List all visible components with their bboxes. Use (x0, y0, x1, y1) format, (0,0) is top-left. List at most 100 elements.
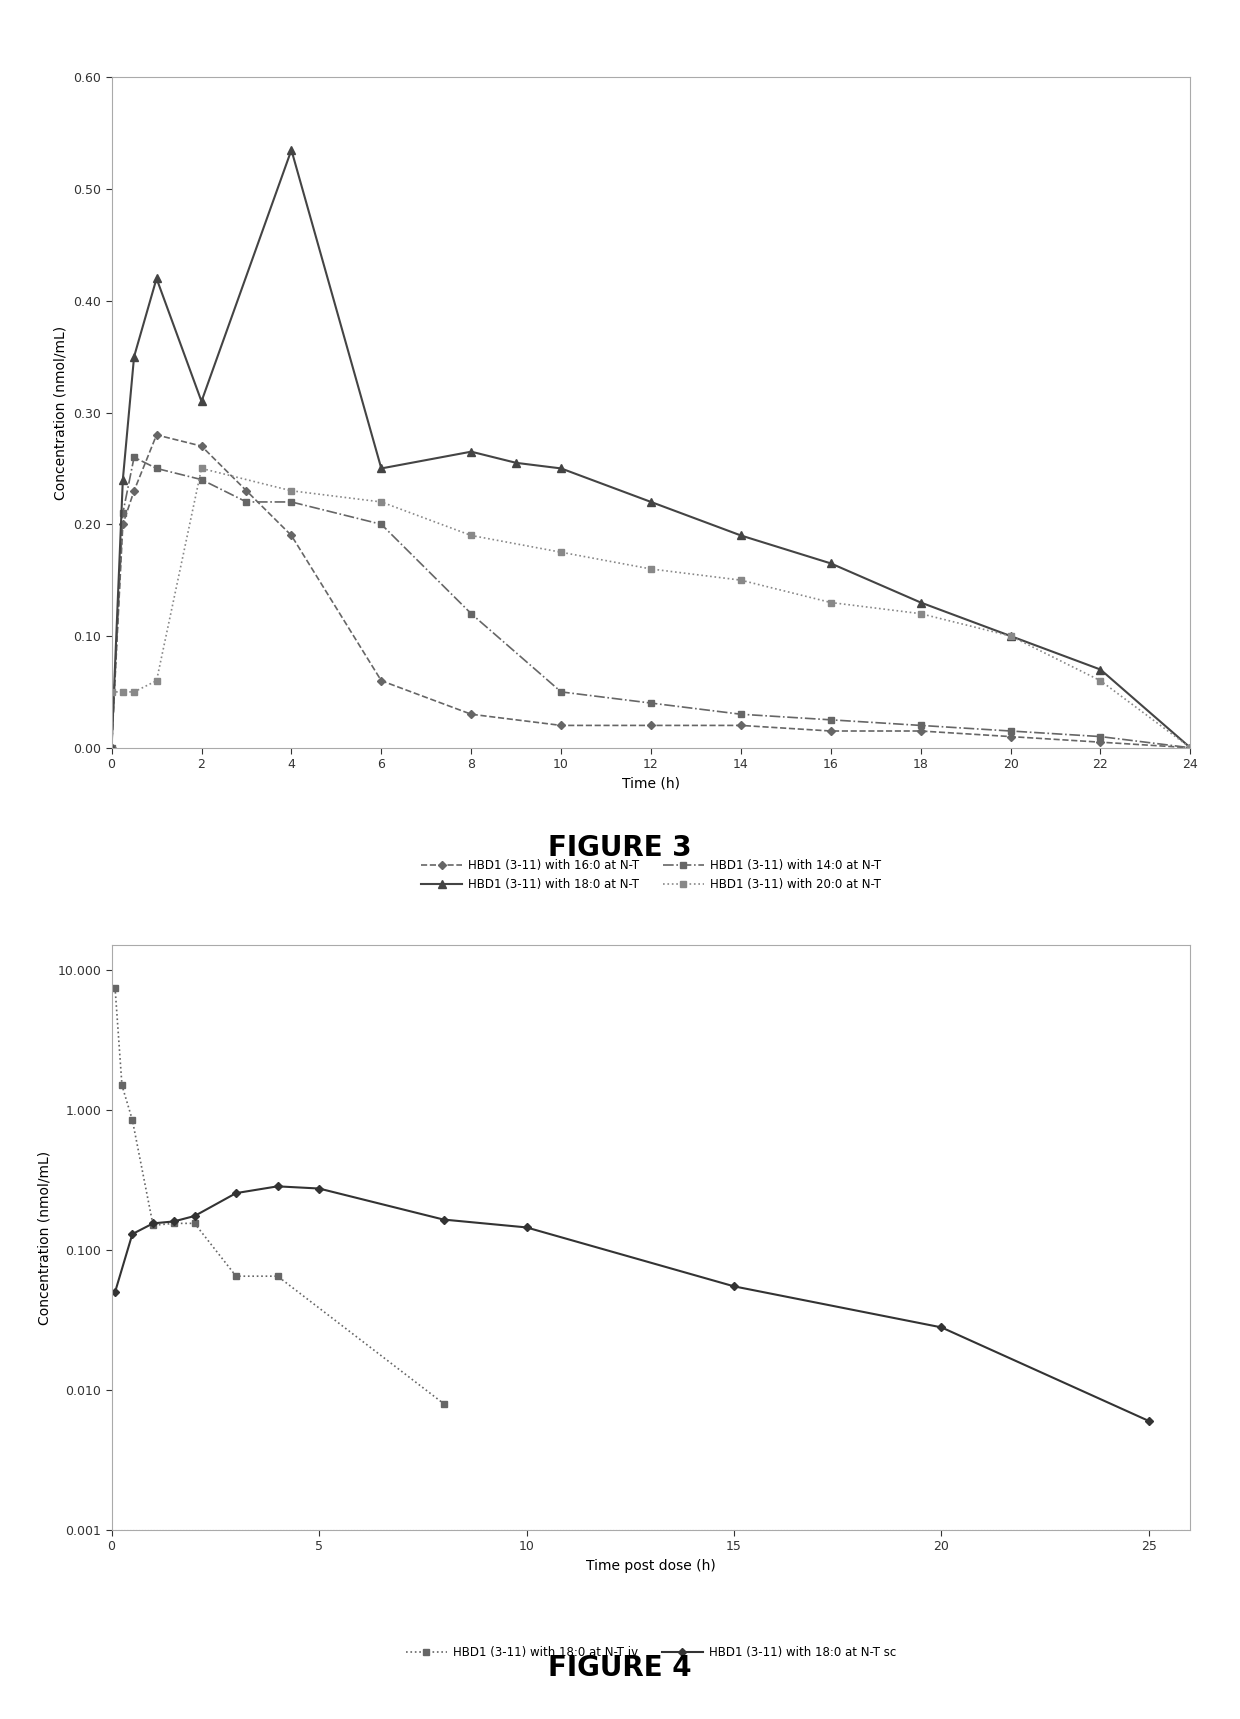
Text: FIGURE 3: FIGURE 3 (548, 834, 692, 861)
HBD1 (3-11) with 16:0 at N-T (553, 715, 568, 736)
HBD1 (3-11) with 18:0 at N-T (193, 390, 208, 411)
HBD1 (3-11) with 18:0 at N-T (553, 457, 568, 478)
HBD1 (3-11) with 18:0 at N-T sc (270, 1176, 285, 1196)
HBD1 (3-11) with 16:0 at N-T (149, 425, 164, 445)
HBD1 (3-11) with 14:0 at N-T (553, 682, 568, 703)
HBD1 (3-11) with 18:0 at N-T (373, 457, 388, 478)
Line: HBD1 (3-11) with 18:0 at N-T: HBD1 (3-11) with 18:0 at N-T (108, 146, 1194, 751)
HBD1 (3-11) with 18:0 at N-T iv (125, 1109, 140, 1129)
HBD1 (3-11) with 18:0 at N-T sc (1142, 1411, 1157, 1432)
HBD1 (3-11) with 20:0 at N-T (373, 492, 388, 512)
Line: HBD1 (3-11) with 18:0 at N-T sc: HBD1 (3-11) with 18:0 at N-T sc (113, 1184, 1152, 1423)
HBD1 (3-11) with 20:0 at N-T (1092, 670, 1107, 691)
HBD1 (3-11) with 18:0 at N-T sc (187, 1205, 202, 1226)
Text: FIGURE 4: FIGURE 4 (548, 1654, 692, 1681)
HBD1 (3-11) with 18:0 at N-T iv (108, 978, 123, 999)
HBD1 (3-11) with 20:0 at N-T (464, 526, 479, 547)
HBD1 (3-11) with 14:0 at N-T (239, 492, 254, 512)
HBD1 (3-11) with 18:0 at N-T (464, 442, 479, 462)
HBD1 (3-11) with 14:0 at N-T (823, 710, 838, 731)
HBD1 (3-11) with 16:0 at N-T (734, 715, 749, 736)
HBD1 (3-11) with 14:0 at N-T (149, 457, 164, 478)
HBD1 (3-11) with 18:0 at N-T iv (270, 1265, 285, 1286)
HBD1 (3-11) with 18:0 at N-T sc (436, 1208, 451, 1229)
HBD1 (3-11) with 18:0 at N-T iv (114, 1074, 129, 1095)
HBD1 (3-11) with 14:0 at N-T (115, 502, 130, 523)
HBD1 (3-11) with 20:0 at N-T (644, 559, 658, 579)
HBD1 (3-11) with 14:0 at N-T (1092, 725, 1107, 746)
HBD1 (3-11) with 20:0 at N-T (1183, 737, 1198, 758)
HBD1 (3-11) with 18:0 at N-T (734, 526, 749, 547)
HBD1 (3-11) with 20:0 at N-T (115, 682, 130, 703)
HBD1 (3-11) with 18:0 at N-T sc (125, 1224, 140, 1245)
Line: HBD1 (3-11) with 18:0 at N-T iv: HBD1 (3-11) with 18:0 at N-T iv (113, 985, 446, 1406)
HBD1 (3-11) with 18:0 at N-T sc (228, 1183, 243, 1203)
HBD1 (3-11) with 20:0 at N-T (193, 457, 208, 478)
Line: HBD1 (3-11) with 16:0 at N-T: HBD1 (3-11) with 16:0 at N-T (109, 431, 1193, 751)
HBD1 (3-11) with 20:0 at N-T (284, 480, 299, 502)
HBD1 (3-11) with 16:0 at N-T (239, 480, 254, 502)
Line: HBD1 (3-11) with 20:0 at N-T: HBD1 (3-11) with 20:0 at N-T (109, 466, 1193, 751)
HBD1 (3-11) with 18:0 at N-T (1003, 626, 1018, 646)
HBD1 (3-11) with 18:0 at N-T (115, 469, 130, 490)
HBD1 (3-11) with 16:0 at N-T (193, 435, 208, 456)
HBD1 (3-11) with 14:0 at N-T (126, 447, 141, 468)
HBD1 (3-11) with 16:0 at N-T (284, 526, 299, 547)
HBD1 (3-11) with 20:0 at N-T (149, 670, 164, 691)
HBD1 (3-11) with 18:0 at N-T sc (727, 1275, 742, 1296)
HBD1 (3-11) with 16:0 at N-T (464, 705, 479, 725)
HBD1 (3-11) with 18:0 at N-T sc (520, 1217, 534, 1238)
HBD1 (3-11) with 18:0 at N-T sc (934, 1317, 949, 1337)
HBD1 (3-11) with 20:0 at N-T (913, 603, 928, 624)
HBD1 (3-11) with 14:0 at N-T (644, 693, 658, 713)
HBD1 (3-11) with 16:0 at N-T (644, 715, 658, 736)
HBD1 (3-11) with 14:0 at N-T (1003, 720, 1018, 741)
HBD1 (3-11) with 18:0 at N-T iv (166, 1214, 181, 1234)
HBD1 (3-11) with 18:0 at N-T (1092, 660, 1107, 681)
HBD1 (3-11) with 14:0 at N-T (734, 705, 749, 725)
HBD1 (3-11) with 20:0 at N-T (823, 591, 838, 612)
HBD1 (3-11) with 18:0 at N-T iv (228, 1265, 243, 1286)
HBD1 (3-11) with 18:0 at N-T (913, 591, 928, 612)
Y-axis label: Concentration (nmol/mL): Concentration (nmol/mL) (37, 1150, 52, 1325)
HBD1 (3-11) with 18:0 at N-T iv (145, 1215, 160, 1236)
HBD1 (3-11) with 14:0 at N-T (193, 469, 208, 490)
X-axis label: Time post dose (h): Time post dose (h) (587, 1559, 715, 1573)
HBD1 (3-11) with 18:0 at N-T sc (311, 1178, 326, 1198)
HBD1 (3-11) with 16:0 at N-T (1183, 737, 1198, 758)
Line: HBD1 (3-11) with 14:0 at N-T: HBD1 (3-11) with 14:0 at N-T (109, 454, 1193, 751)
HBD1 (3-11) with 18:0 at N-T sc (145, 1214, 160, 1234)
HBD1 (3-11) with 16:0 at N-T (104, 737, 119, 758)
HBD1 (3-11) with 16:0 at N-T (913, 720, 928, 741)
HBD1 (3-11) with 18:0 at N-T (126, 347, 141, 368)
Legend: HBD1 (3-11) with 18:0 at N-T iv, HBD1 (3-11) with 18:0 at N-T sc: HBD1 (3-11) with 18:0 at N-T iv, HBD1 (3… (401, 1642, 901, 1664)
HBD1 (3-11) with 20:0 at N-T (1003, 626, 1018, 646)
HBD1 (3-11) with 18:0 at N-T (284, 139, 299, 160)
HBD1 (3-11) with 20:0 at N-T (553, 541, 568, 562)
Legend: HBD1 (3-11) with 16:0 at N-T, HBD1 (3-11) with 18:0 at N-T, HBD1 (3-11) with 14:: HBD1 (3-11) with 16:0 at N-T, HBD1 (3-11… (417, 854, 885, 896)
HBD1 (3-11) with 18:0 at N-T iv (436, 1392, 451, 1413)
HBD1 (3-11) with 18:0 at N-T (104, 737, 119, 758)
HBD1 (3-11) with 14:0 at N-T (1183, 737, 1198, 758)
HBD1 (3-11) with 16:0 at N-T (115, 514, 130, 535)
HBD1 (3-11) with 18:0 at N-T (149, 268, 164, 289)
HBD1 (3-11) with 16:0 at N-T (373, 670, 388, 691)
HBD1 (3-11) with 18:0 at N-T (644, 492, 658, 512)
HBD1 (3-11) with 18:0 at N-T (1183, 737, 1198, 758)
HBD1 (3-11) with 18:0 at N-T (823, 554, 838, 574)
HBD1 (3-11) with 18:0 at N-T sc (166, 1212, 181, 1233)
HBD1 (3-11) with 18:0 at N-T sc (108, 1282, 123, 1303)
HBD1 (3-11) with 16:0 at N-T (126, 480, 141, 502)
HBD1 (3-11) with 14:0 at N-T (913, 715, 928, 736)
HBD1 (3-11) with 14:0 at N-T (104, 737, 119, 758)
X-axis label: Time (h): Time (h) (622, 777, 680, 791)
HBD1 (3-11) with 20:0 at N-T (126, 682, 141, 703)
HBD1 (3-11) with 16:0 at N-T (1003, 725, 1018, 746)
HBD1 (3-11) with 14:0 at N-T (373, 514, 388, 535)
HBD1 (3-11) with 20:0 at N-T (104, 682, 119, 703)
HBD1 (3-11) with 14:0 at N-T (284, 492, 299, 512)
HBD1 (3-11) with 18:0 at N-T iv (187, 1214, 202, 1234)
HBD1 (3-11) with 16:0 at N-T (1092, 732, 1107, 753)
HBD1 (3-11) with 20:0 at N-T (734, 571, 749, 591)
Y-axis label: Concentration (nmol/mL): Concentration (nmol/mL) (53, 325, 68, 500)
